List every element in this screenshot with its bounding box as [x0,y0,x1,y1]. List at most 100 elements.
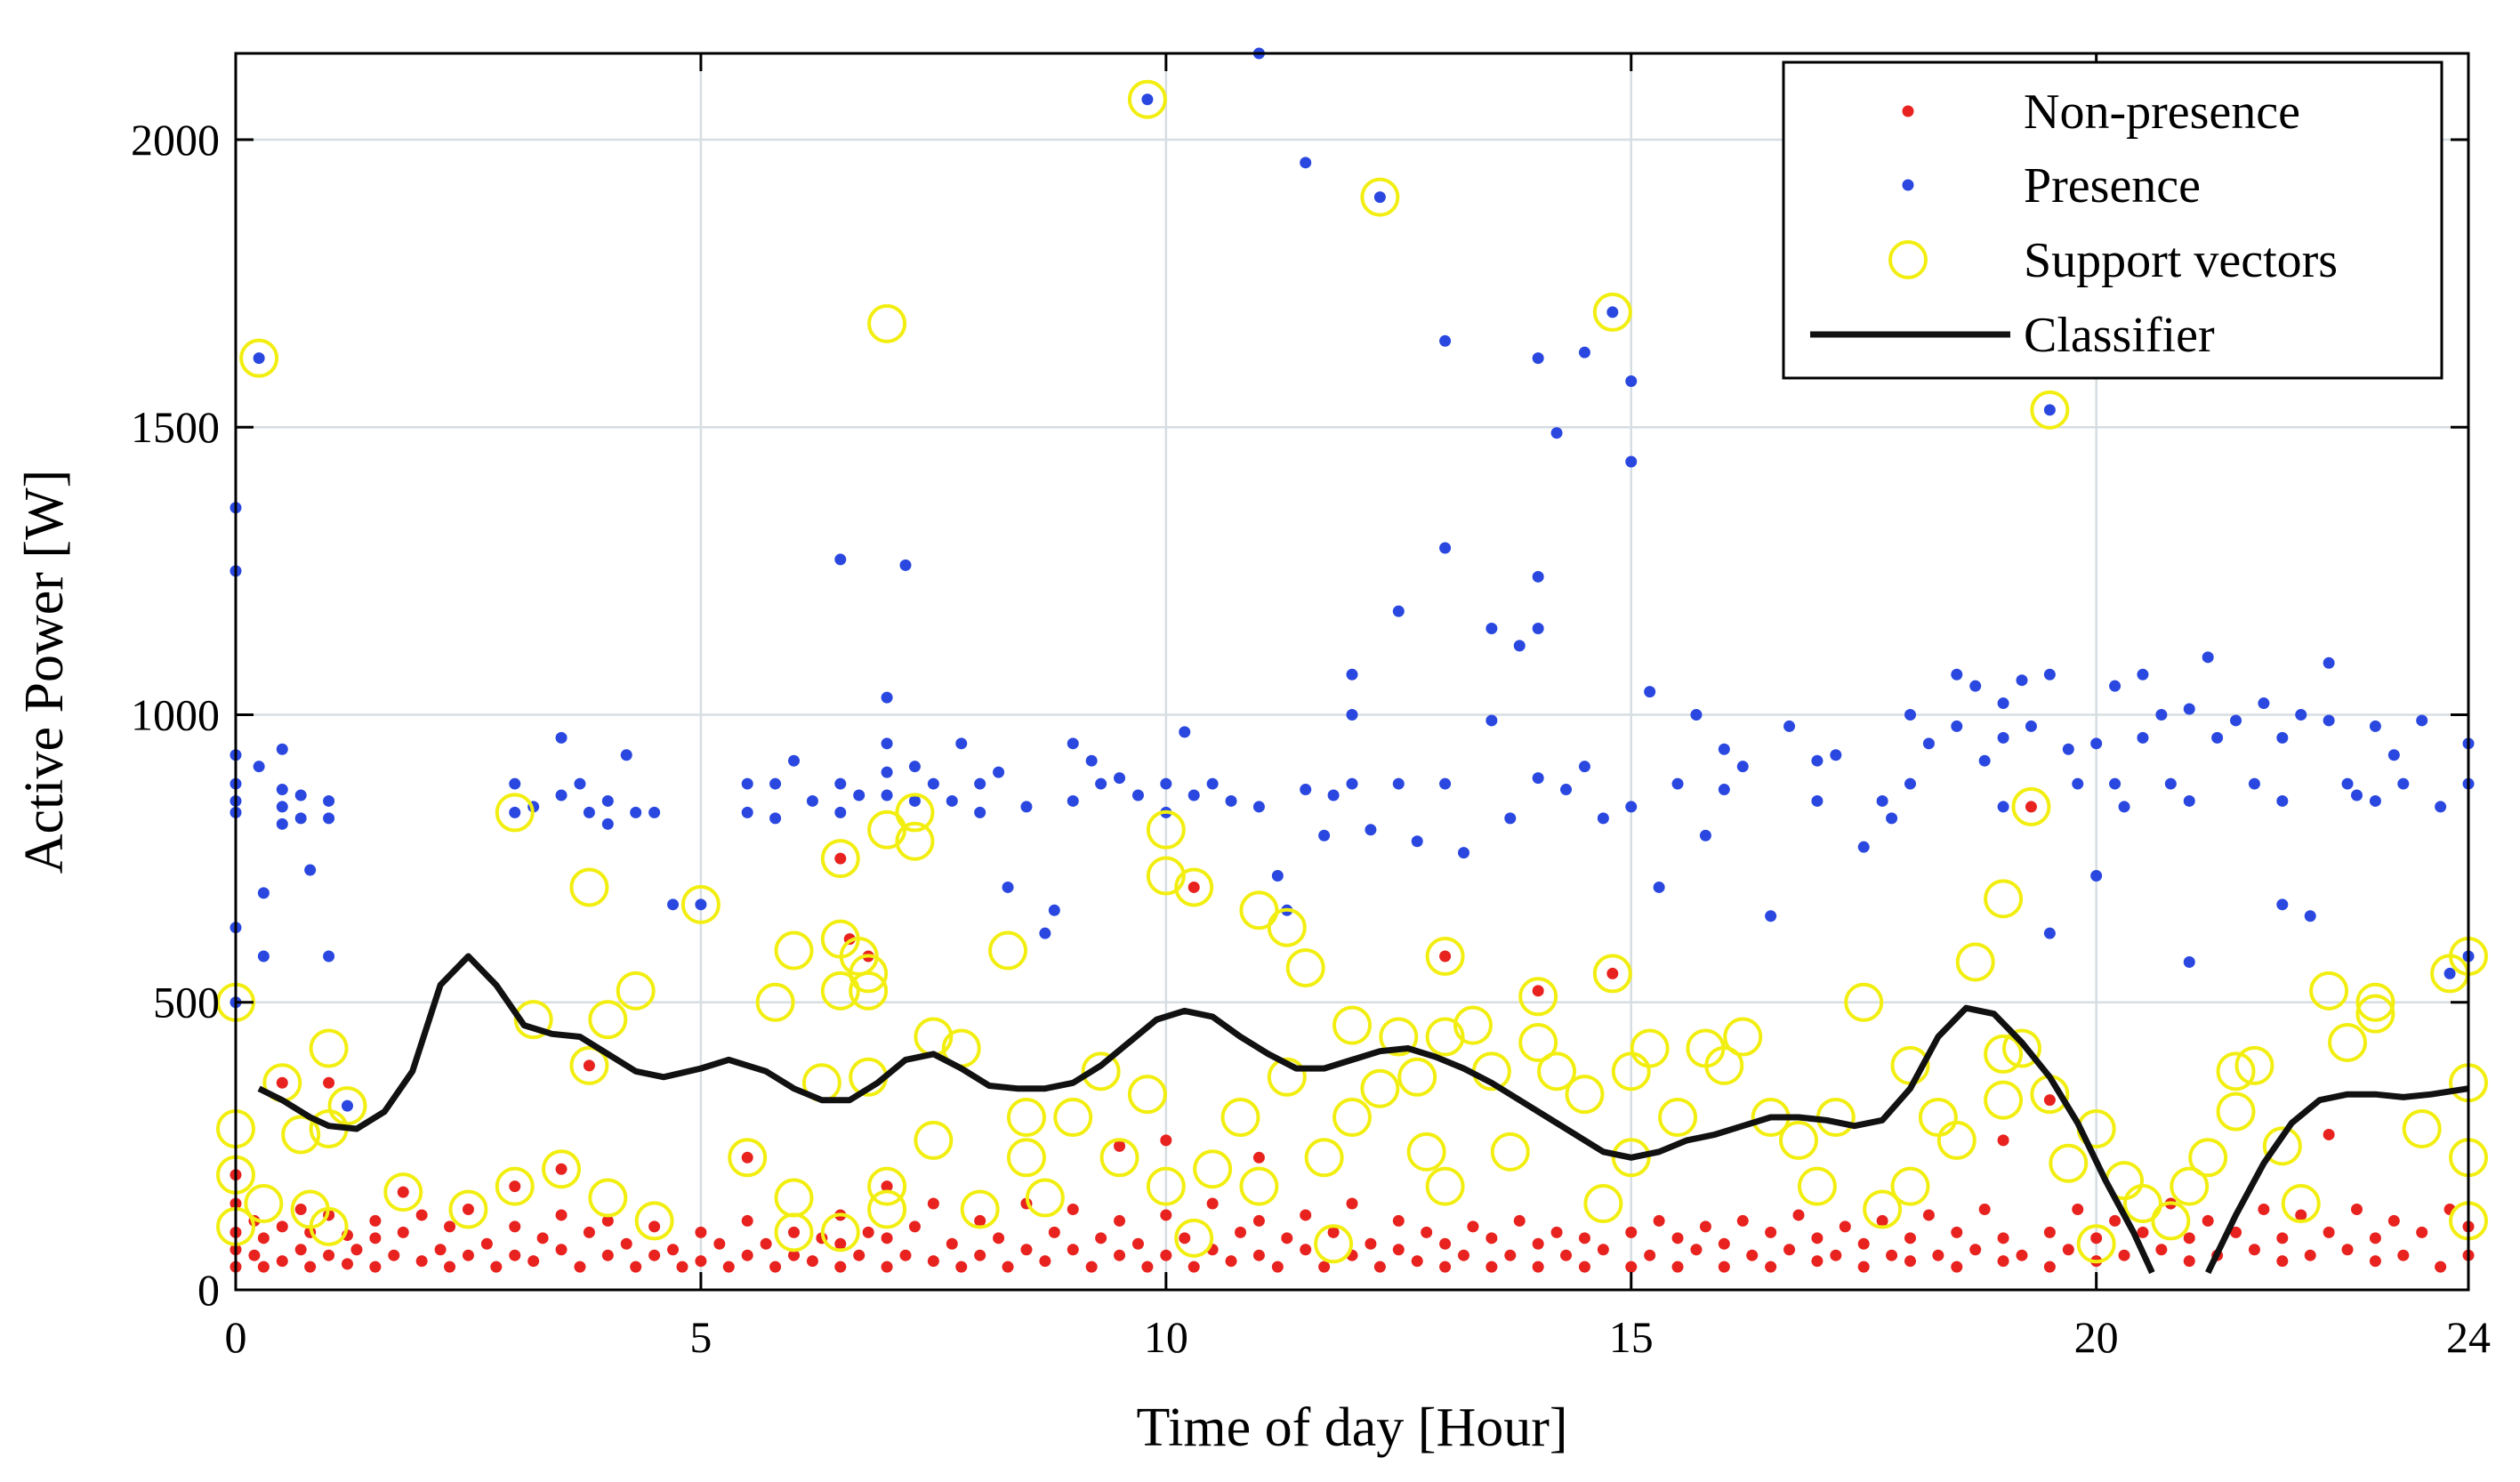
support-vector-circle [914,1120,954,1160]
support-vector-circle [1984,1080,2024,1120]
non-presence-point [1932,1249,1944,1261]
presence-point [741,777,753,790]
presence-point [1578,761,1590,773]
non-presence-point [1002,1261,1014,1273]
support-vector-circle [1025,1178,1065,1218]
support-vector-circle [1360,1068,1400,1108]
non-presence-point [2043,1094,2056,1107]
non-presence-point [2435,1261,2447,1273]
presence-point [276,801,288,813]
presence-point [1365,824,1377,836]
non-presence-point [415,1255,428,1268]
non-presence-point [444,1220,456,1233]
non-presence-point [397,1186,409,1198]
support-vector-circle [616,971,656,1011]
support-vector-circle [2402,1108,2442,1148]
x-tick-label: 24 [2446,1312,2491,1362]
presence-point [1346,777,1358,790]
non-presence-point [695,1255,707,1268]
non-presence-point [741,1249,753,1261]
support-vector-circle [1863,1189,1903,1229]
x-tick-label: 10 [1144,1312,1188,1362]
presence-point [788,754,800,767]
presence-point [294,812,307,825]
non-presence-point [2043,1261,2056,1273]
support-vector-circle [2076,1224,2116,1264]
non-presence-point [1765,1226,1777,1238]
presence-point [2202,651,2214,664]
non-presence-point [648,1220,661,1233]
non-presence-point [881,1261,893,1273]
presence-point [1067,737,1079,750]
presence-point [1067,794,1079,807]
non-presence-point [1485,1232,1498,1244]
presence-point [1625,455,1638,468]
non-presence-point [1746,1249,1759,1261]
presence-point [2183,703,2195,715]
non-presence-point [1718,1261,1730,1273]
presence-point [2109,777,2121,790]
support-vector-circle [820,1212,860,1252]
presence-point [2090,870,2103,882]
non-presence-point [1318,1261,1331,1273]
non-presence-point [1904,1255,1916,1268]
non-presence-point [2109,1214,2121,1227]
non-presence-point [1978,1203,1991,1215]
presence-point [1346,668,1358,681]
non-presence-point [1578,1232,1590,1244]
non-presence-point [1439,1237,1452,1250]
presence-point [667,898,680,911]
non-presence-point [536,1232,549,1244]
support-vector-circle [1146,856,1186,896]
presence-point [620,749,632,761]
support-vector-circle [2011,786,2051,826]
presence-point [1922,737,1935,750]
support-vector-circle [728,1138,768,1178]
support-vector-circle [2355,982,2395,1022]
non-presence-point [1252,1214,1265,1227]
presence-point [1271,870,1284,882]
presence-point [1020,801,1033,813]
presence-point [1653,881,1665,893]
presence-point [1718,784,1730,796]
presence-point [1532,623,1544,635]
non-presence-point [1857,1261,1870,1273]
support-vector-circle [588,1178,628,1218]
non-presence-point [2118,1249,2130,1261]
presence-point [1997,801,2009,813]
presence-point [276,818,288,830]
presence-point [342,1099,353,1112]
non-presence-point [2183,1232,2195,1244]
support-vector-circle [1425,937,1465,977]
presence-point [601,794,614,807]
presence-point [2276,898,2289,911]
support-vector-circle [634,1201,674,1241]
non-presence-point [2025,801,2037,813]
support-vector-circle [2049,1143,2089,1183]
non-presence-point [276,1220,288,1233]
presence-point [2183,794,2195,807]
presence-point [2072,777,2084,790]
presence-point [2155,708,2168,721]
non-presence-point [294,1203,307,1215]
support-vector-circle [1592,954,1632,994]
support-vector-circle [895,793,935,833]
non-presence-point [788,1249,800,1261]
support-vector-circle [1518,1023,1558,1062]
presence-point [2062,743,2074,755]
support-vector-circle [1379,1017,1419,1057]
presence-point [2137,668,2149,681]
non-presence-point [1095,1232,1107,1244]
legend-label-presence: Presence [2024,158,2201,213]
presence-point [323,794,335,807]
non-presence-point [555,1244,568,1256]
non-presence-point [676,1261,688,1273]
non-presence-point [583,1226,595,1238]
y-tick-label: 500 [153,978,220,1027]
x-tick-label: 5 [689,1312,712,1362]
support-vector-circle [2122,1184,2162,1224]
support-vector-circle [1936,1120,1977,1160]
non-presence-point [1671,1261,1684,1273]
support-vector-circle [1360,177,1400,217]
